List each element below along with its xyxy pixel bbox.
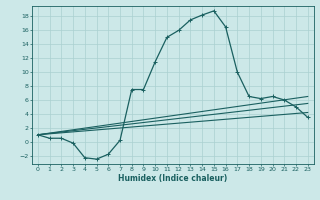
X-axis label: Humidex (Indice chaleur): Humidex (Indice chaleur)	[118, 174, 228, 183]
